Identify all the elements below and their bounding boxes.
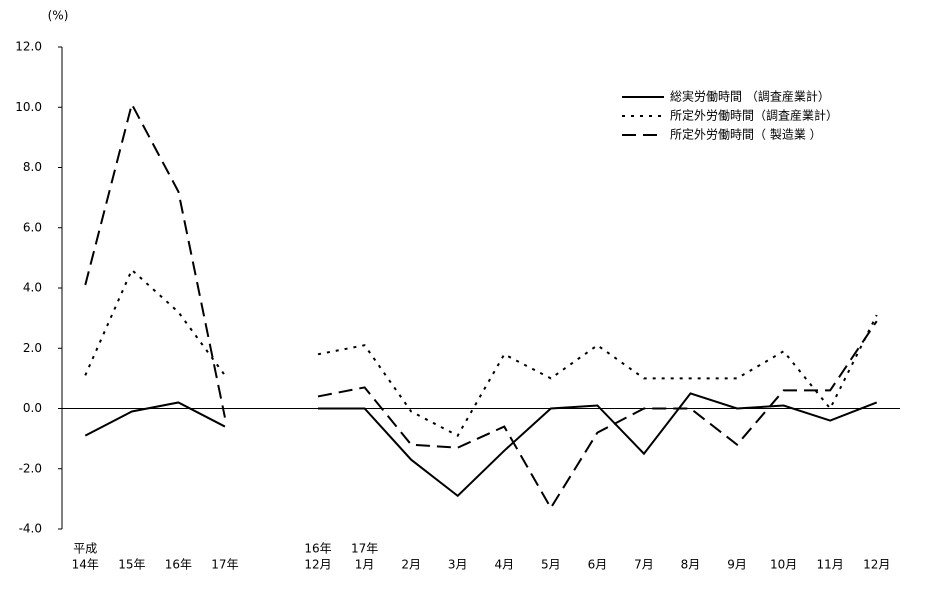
x-tick-label: 2月 (401, 558, 421, 572)
legend-label: 所定外労働時間（調査産業計） (670, 108, 838, 123)
series-line (84, 268, 878, 437)
x-tick-label: 9月 (727, 558, 747, 572)
x-tick-label: 平成 (73, 542, 97, 556)
y-tick-label: 0.0 (23, 401, 42, 415)
y-tick-label: 12.0 (15, 40, 42, 54)
x-tick-label: 16年 (165, 558, 192, 572)
x-tick-label: 5月 (541, 558, 561, 572)
y-tick-label: 8.0 (23, 160, 42, 174)
x-tick-label: 10月 (770, 558, 797, 572)
legend-label: 総実労働時間 （調査産業計） (670, 89, 830, 104)
x-tick-label: 15年 (118, 558, 145, 572)
x-tick-label: 1月 (355, 558, 375, 572)
x-tick-label: 17年 (351, 542, 378, 556)
legend-label: 所定外労働時間（ 製造業 ） (670, 127, 822, 142)
x-tick-label: 12月 (863, 558, 890, 572)
x-tick-label: 6月 (588, 558, 608, 572)
x-tick-label: 14年 (72, 558, 99, 572)
x-tick-label: 4月 (494, 558, 514, 572)
y-tick-label: -2.0 (19, 461, 42, 475)
y-axis-unit: (%) (48, 9, 69, 23)
x-tick-label: 11月 (817, 558, 844, 572)
x-tick-label: 12月 (304, 558, 331, 572)
y-tick-label: -4.0 (19, 522, 42, 536)
series-line (84, 101, 878, 510)
series-line (84, 392, 878, 498)
y-tick-label: 6.0 (23, 220, 42, 234)
x-tick-label: 16年 (304, 542, 331, 556)
x-tick-label: 7月 (634, 558, 654, 572)
y-tick-label: 4.0 (23, 281, 42, 295)
y-tick-label: 2.0 (23, 341, 42, 355)
x-tick-label: 3月 (448, 558, 468, 572)
x-tick-label: 8月 (681, 558, 701, 572)
x-tick-label: 17年 (211, 558, 238, 572)
y-tick-label: 10.0 (15, 100, 42, 114)
